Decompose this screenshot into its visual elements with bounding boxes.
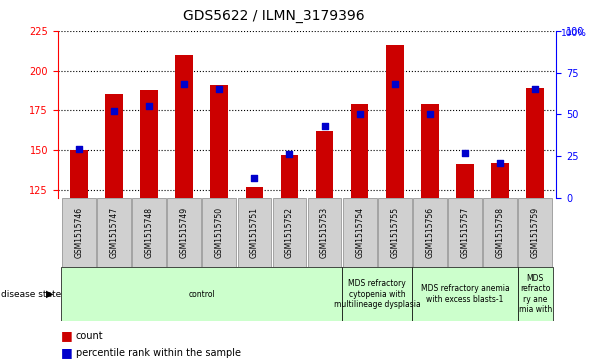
Text: MDS refractory anemia
with excess blasts-1: MDS refractory anemia with excess blasts… [421,284,510,304]
Bar [378,198,412,267]
Point [215,86,224,92]
Text: GSM1515752: GSM1515752 [285,207,294,258]
Point [109,108,119,114]
Text: GSM1515758: GSM1515758 [496,207,505,258]
Text: GSM1515747: GSM1515747 [109,207,119,258]
Bar [413,198,447,267]
Bar [61,267,342,321]
Bar [246,187,263,198]
Bar [167,198,201,267]
Text: 100%: 100% [561,29,586,38]
Point [390,81,399,87]
Bar [308,198,342,267]
Bar [386,45,404,198]
Bar [62,198,95,267]
Point [460,150,470,156]
Text: MDS
refracto
ry ane
mia with: MDS refracto ry ane mia with [519,274,552,314]
Point [425,111,435,117]
Point [249,175,259,181]
Bar [210,85,228,198]
Bar [132,198,166,267]
Bar [97,198,131,267]
Text: GSM1515754: GSM1515754 [355,207,364,258]
Bar [519,198,552,267]
Text: GSM1515746: GSM1515746 [74,207,83,258]
Bar [316,131,333,198]
Point [179,81,189,87]
Bar [342,267,412,321]
Bar [491,163,509,198]
Text: GSM1515751: GSM1515751 [250,207,259,258]
Text: ▶: ▶ [46,289,54,299]
Bar [448,198,482,267]
Text: disease state: disease state [1,290,61,298]
Text: GSM1515757: GSM1515757 [460,207,469,258]
Bar [527,88,544,198]
Text: GSM1515759: GSM1515759 [531,207,540,258]
Bar [483,198,517,267]
Point [74,147,84,152]
Bar [456,164,474,198]
Bar [517,267,553,321]
Text: GSM1515748: GSM1515748 [145,207,154,258]
Text: MDS refractory
cytopenia with
multilineage dysplasia: MDS refractory cytopenia with multilinea… [334,279,421,309]
Bar [272,198,306,267]
Text: ■: ■ [61,346,72,359]
Text: count: count [76,331,103,341]
Bar [412,267,517,321]
Bar [70,150,88,198]
Bar [202,198,236,267]
Text: GSM1515750: GSM1515750 [215,207,224,258]
Bar [351,104,368,198]
Point [285,151,294,157]
Bar [238,198,271,267]
Point [320,123,330,129]
Bar [140,90,158,198]
Text: control: control [188,290,215,298]
Text: GSM1515756: GSM1515756 [426,207,435,258]
Bar [421,104,439,198]
Bar [343,198,376,267]
Point [496,160,505,166]
Text: GSM1515749: GSM1515749 [179,207,188,258]
Text: percentile rank within the sample: percentile rank within the sample [76,348,241,358]
Point [144,103,154,109]
Bar [281,155,299,198]
Text: GSM1515753: GSM1515753 [320,207,329,258]
Point [355,111,365,117]
Text: GSM1515755: GSM1515755 [390,207,399,258]
Text: GDS5622 / ILMN_3179396: GDS5622 / ILMN_3179396 [183,9,364,23]
Text: ■: ■ [61,329,72,342]
Point [530,86,540,92]
Bar [105,94,123,198]
Bar [175,55,193,198]
